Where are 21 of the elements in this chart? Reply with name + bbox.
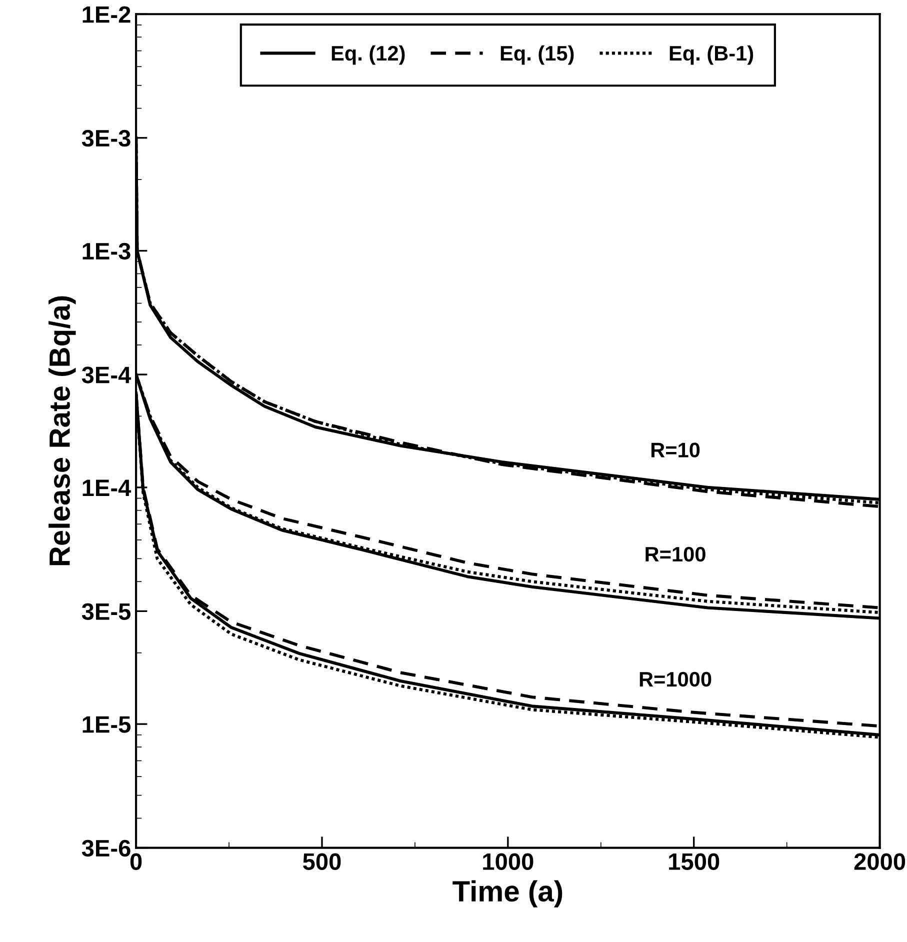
y-tick-label: 1E-3 xyxy=(82,242,130,260)
y-tick-label: 1E-2 xyxy=(82,6,130,23)
y-tick-label: 1E-4 xyxy=(82,480,132,496)
legend-label: Eq. (B-1) xyxy=(670,45,754,65)
x-tick-label: 0 xyxy=(130,853,142,870)
legend-label: Eq. (12) xyxy=(332,45,405,65)
y-tick-label: 3E-4 xyxy=(82,366,132,384)
x-tick-label: 1000 xyxy=(483,853,534,870)
y-tick-label: 3E-6 xyxy=(82,840,130,857)
y-tick-label: 3E-5 xyxy=(82,603,131,620)
y-axis-title: Release Rate (Bq/a) xyxy=(48,296,76,566)
x-axis-title: Time (a) xyxy=(452,880,562,908)
annotation: R=10 xyxy=(651,442,700,458)
y-tick-label: 1E-5 xyxy=(82,716,131,733)
legend-label: Eq. (15) xyxy=(500,45,574,65)
x-tick-label: 2000 xyxy=(854,853,906,870)
annotation: R=1000 xyxy=(640,672,712,687)
x-tick-label: 1500 xyxy=(669,853,720,870)
annotation: R=100 xyxy=(646,546,706,562)
y-tick-label: 3E-3 xyxy=(82,130,130,147)
x-tick-label: 500 xyxy=(303,853,341,870)
